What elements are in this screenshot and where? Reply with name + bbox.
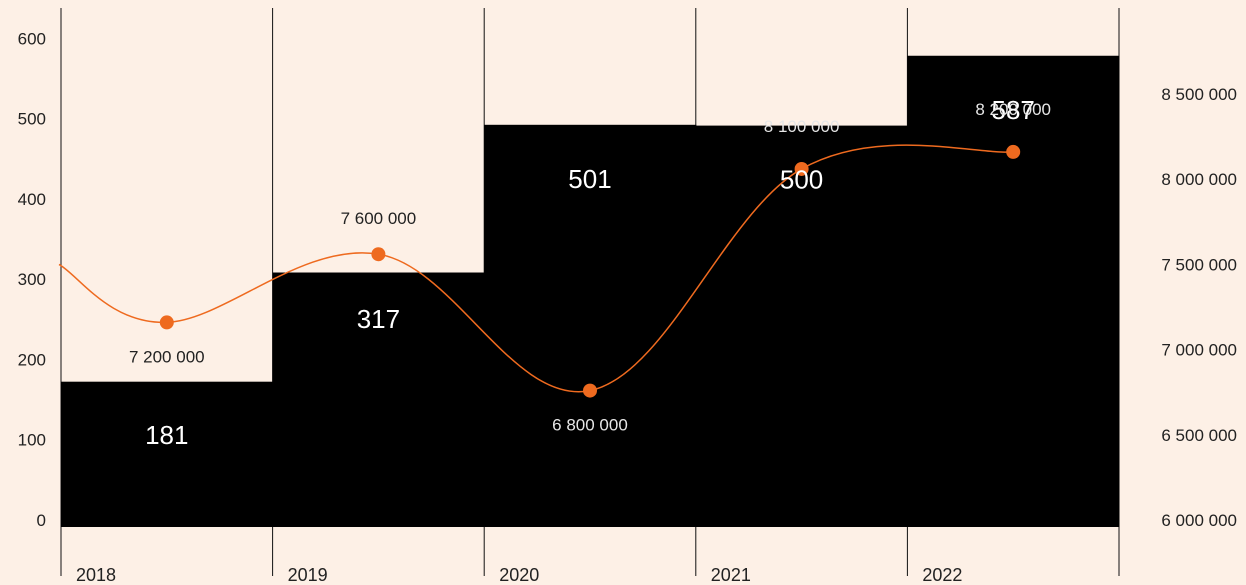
x-label-2022: 2022 [922, 565, 962, 585]
bar-label-2022: 587 [992, 95, 1035, 125]
point-label-2018: 7 200 000 [129, 347, 205, 366]
point-2022 [1006, 144, 1021, 159]
x-label-2018: 2018 [76, 565, 116, 585]
right-tick-0: 6 000 000 [1161, 511, 1237, 530]
right-tick-2: 7 000 000 [1161, 341, 1237, 360]
right-tick-1: 6 500 000 [1161, 426, 1237, 445]
point-label-2020: 6 800 000 [552, 416, 628, 435]
point-2020 [583, 383, 597, 398]
left-tick-600: 600 [18, 29, 46, 48]
point-2018 [159, 315, 174, 330]
left-axis: 0 100 200 300 400 500 600 [18, 29, 46, 530]
right-tick-4: 8 000 000 [1161, 170, 1237, 189]
right-tick-5: 8 500 000 [1161, 85, 1237, 104]
bar-2020 [484, 124, 697, 527]
bar-label-2021: 500 [780, 165, 823, 195]
bar-value-labels: 181 317 501 500 587 [145, 95, 1035, 450]
x-label-2020: 2020 [499, 565, 539, 585]
bar-2018 [61, 381, 274, 527]
x-label-2019: 2019 [288, 565, 328, 585]
left-tick-100: 100 [18, 431, 46, 450]
point-2021 [794, 161, 809, 176]
left-tick-500: 500 [18, 110, 46, 129]
x-label-2021: 2021 [711, 565, 751, 585]
bar-2019 [272, 272, 485, 527]
point-2019 [371, 247, 386, 262]
point-label-2022: 8 200 000 [975, 100, 1051, 119]
bar-2022 [907, 55, 1120, 527]
left-tick-400: 400 [18, 190, 46, 209]
right-tick-3: 7 500 000 [1161, 255, 1237, 274]
point-label-2019: 7 600 000 [341, 209, 417, 228]
bars [61, 55, 1120, 527]
right-axis: 6 000 000 6 500 000 7 000 000 7 500 000 8 00… [1161, 85, 1237, 530]
bar-label-2018: 181 [145, 420, 188, 450]
bar-2021 [695, 125, 908, 527]
bar-label-2020: 501 [568, 164, 611, 194]
line-points [159, 144, 1021, 398]
left-tick-300: 300 [18, 270, 46, 289]
left-tick-200: 200 [18, 350, 46, 369]
bar-label-2019: 317 [357, 304, 400, 334]
left-tick-0: 0 [37, 511, 46, 530]
point-value-labels: 7 200 000 7 600 000 6 800 000 8 100 000 8 20… [129, 100, 1051, 435]
x-axis: 2018 2019 2020 2021 2022 [76, 565, 962, 585]
point-label-2021: 8 100 000 [764, 117, 840, 136]
